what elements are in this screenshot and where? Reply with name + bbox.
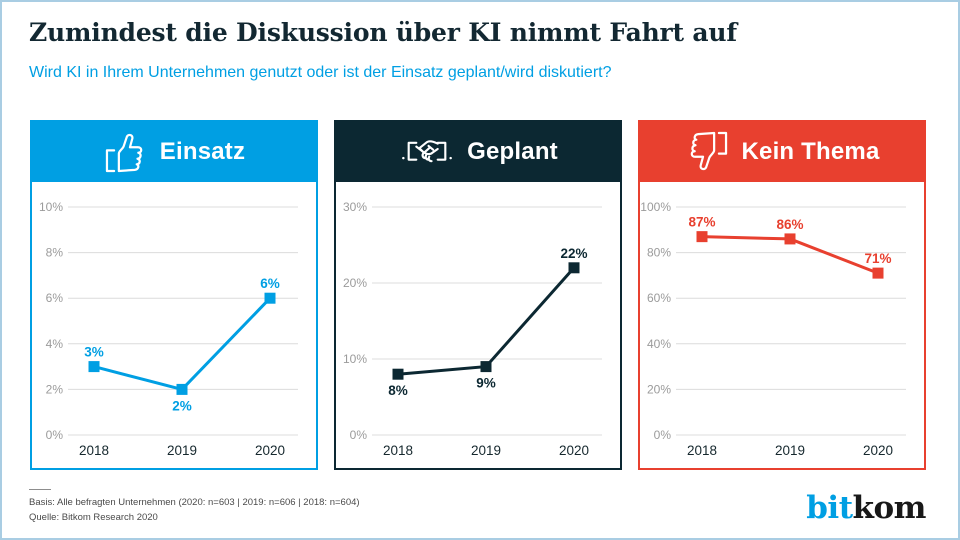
y-tick-label: 2% [46,382,64,396]
y-tick-label: 10% [343,352,367,366]
line-chart-geplant: 0% 10% 20% 30% 2018 2019 2020 8% 9% 22% [343,200,602,458]
data-label: 71% [864,251,891,266]
footer-divider [29,489,51,490]
data-label: 2% [172,398,192,413]
handshake-icon [398,134,456,170]
data-point [696,231,708,243]
chart-title: Kein Thema [741,138,880,165]
bitkom-logo-bit: bit [806,490,853,526]
y-tick-label: 10% [39,200,63,214]
x-tick-label: 2019 [471,443,501,458]
data-label: 87% [688,215,715,230]
line-chart-kein-thema: 0% 20% 40% 60% 80% 100% 2018 2019 2020 87% 86% 71% [640,200,906,458]
chart-title: Einsatz [159,138,246,165]
data-label: 86% [776,217,803,232]
data-point [568,262,580,274]
x-tick-label: 2018 [79,443,109,458]
x-tick-label: 2019 [775,443,805,458]
x-tick-label: 2018 [687,443,717,458]
bitkom-logo: bitkom [806,493,926,524]
y-tick-label: 8% [46,246,64,260]
chart-panel-geplant: Geplant 0% 10% 20% 30% 2018 2019 2020 8% 9% 22% [334,120,622,470]
series-line [397,266,576,376]
chart-panel-header-geplant: Geplant [336,122,620,182]
y-tick-label: 60% [647,291,671,305]
y-tick-label: 0% [46,428,64,442]
chart-plot-area: 0% 20% 40% 60% 80% 100% 2018 2019 2020 87% 86% 71% [640,182,924,468]
page-subtitle: Wird KI in Ihrem Unternehmen genutzt ode… [29,64,612,81]
chart-panel-einsatz: Einsatz 0% 2% 4% 6% 8% 10% 2018 2019 2020 3% 2% 6% [30,120,318,470]
line-chart-einsatz: 0% 2% 4% 6% 8% 10% 2018 2019 2020 3% 2% 6% [39,200,298,458]
data-point [88,361,100,373]
data-point [392,368,404,380]
x-tick-label: 2020 [863,443,893,458]
y-tick-label: 40% [647,337,671,351]
x-tick-label: 2018 [383,443,413,458]
thumbs-down-icon [684,131,730,173]
y-tick-label: 6% [46,291,64,305]
data-point [872,267,884,279]
data-point [480,361,492,373]
y-tick-label: 4% [46,337,64,351]
data-point [176,383,188,395]
y-tick-label: 80% [647,246,671,260]
charts-row: Einsatz 0% 2% 4% 6% 8% 10% 2018 2019 2020 3% 2% 6% Ge… [30,120,926,470]
data-point [264,292,276,304]
data-label: 3% [84,345,104,360]
thumbs-up-icon [103,131,149,173]
page-title: Zumindest die Diskussion über KI nimmt F… [29,18,737,47]
footer-basis: Basis: Alle befragten Unternehmen (2020:… [29,497,360,508]
y-tick-label: 100% [640,200,671,214]
x-tick-label: 2019 [167,443,197,458]
data-point [784,233,796,245]
y-tick-label: 0% [350,428,368,442]
chart-panel-kein-thema: Kein Thema 0% 20% 40% 60% 80% 100% 2018 2019 2020… [638,120,926,470]
chart-plot-area: 0% 10% 20% 30% 2018 2019 2020 8% 9% 22% [336,182,620,468]
data-label: 6% [260,276,280,291]
data-label: 9% [476,376,496,391]
chart-panel-header-kein-thema: Kein Thema [640,122,924,182]
x-tick-label: 2020 [559,443,589,458]
x-tick-label: 2020 [255,443,285,458]
footer-notes: Basis: Alle befragten Unternehmen (2020:… [29,489,360,525]
footer-quelle: Quelle: Bitkom Research 2020 [29,511,158,523]
y-tick-label: 20% [343,276,367,290]
footer: Basis: Alle befragten Unternehmen (2020:… [29,489,927,525]
chart-panel-header-einsatz: Einsatz [32,122,316,182]
bitkom-logo-kom: kom [852,490,927,526]
chart-title: Geplant [467,138,558,165]
y-tick-label: 30% [343,200,367,214]
data-label: 22% [560,246,587,261]
chart-plot-area: 0% 2% 4% 6% 8% 10% 2018 2019 2020 3% 2% 6% [32,182,316,468]
y-tick-label: 0% [654,428,672,442]
data-label: 8% [388,383,408,398]
y-tick-label: 20% [647,382,671,396]
